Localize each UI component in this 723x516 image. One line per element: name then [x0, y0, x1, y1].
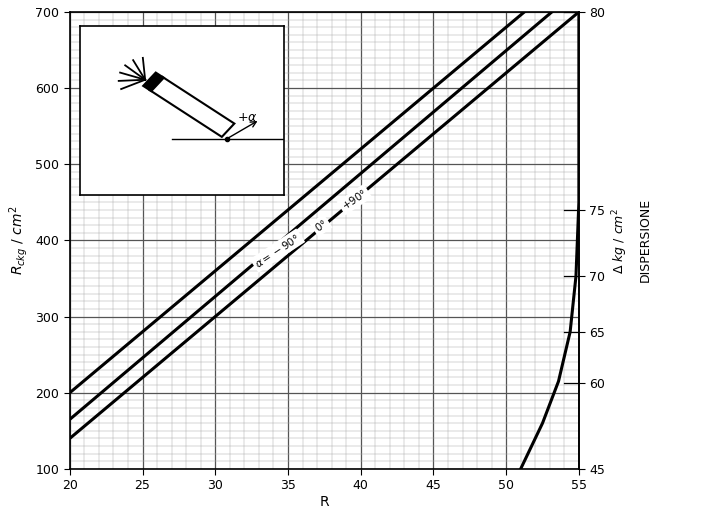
Text: DISPERSIONE: DISPERSIONE	[638, 198, 651, 282]
X-axis label: R: R	[320, 495, 329, 509]
Text: $\alpha = -90°$: $\alpha = -90°$	[252, 231, 302, 270]
Text: $+90°$: $+90°$	[339, 187, 369, 213]
Text: $0°$: $0°$	[312, 217, 330, 234]
Y-axis label: $\Delta\ kg\ /\ cm^2$: $\Delta\ kg\ /\ cm^2$	[611, 207, 630, 273]
Y-axis label: $R_{ckg}\ /\ cm^2$: $R_{ckg}\ /\ cm^2$	[7, 205, 30, 276]
